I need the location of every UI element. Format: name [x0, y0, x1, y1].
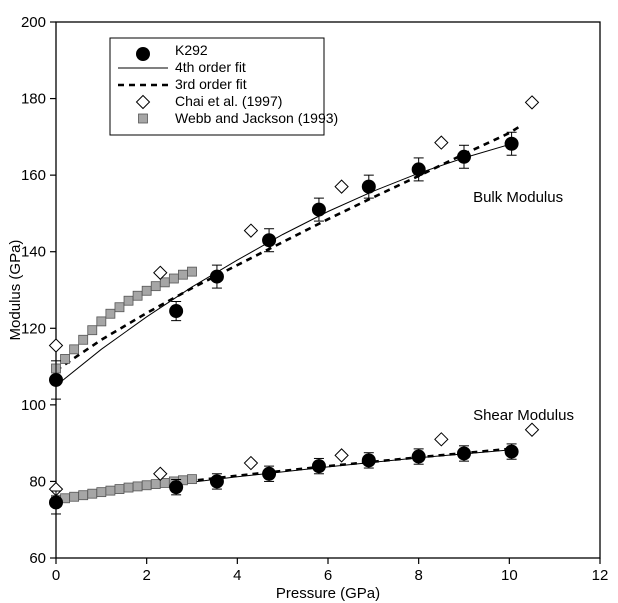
plot-area: 0 2 4 6 8 10 12 60 80 100 120 140 160 180 200 [21, 14, 608, 584]
chai-point [434, 135, 449, 150]
k292-point [411, 162, 426, 177]
legend-label-3rd-order-fit: 3rd order fit [175, 76, 247, 92]
webb-jackson-point [78, 490, 89, 501]
webb-jackson-point [87, 325, 98, 336]
chai-point [334, 448, 349, 463]
y-tick-label: 80 [29, 473, 46, 490]
legend-label-k292: K292 [175, 42, 208, 58]
y-tick-label: 60 [29, 550, 46, 567]
webb-jackson-point [150, 281, 161, 292]
webb-jackson-point [87, 488, 98, 499]
legend-label-4th-order-fit: 4th order fit [175, 59, 246, 75]
chai-point [48, 338, 64, 353]
x-axis-label: Pressure (GPa) [276, 585, 380, 602]
k292-point [504, 444, 519, 459]
x-tick-label: 2 [142, 567, 150, 584]
webb-jackson-point [60, 354, 70, 364]
webb-jackson-point [78, 334, 89, 345]
webb-jackson-point [159, 478, 170, 488]
legend: K292 4th order fit 3rd order fit Chai et… [109, 37, 338, 136]
y-tick-label: 140 [21, 244, 46, 261]
y-tick-label: 120 [21, 320, 46, 337]
y-tick-label: 180 [21, 91, 46, 108]
webb-jackson-point [141, 285, 152, 296]
webb-jackson-point [105, 485, 116, 496]
k292-point [311, 202, 326, 217]
chai-point [524, 422, 540, 437]
k292-point [49, 495, 63, 510]
k292-point [361, 453, 376, 468]
webb-jackson-point [187, 474, 197, 485]
x-tick-label: 12 [592, 567, 609, 584]
webb-jackson-point [123, 295, 134, 306]
k292-point [457, 446, 471, 461]
webb-jackson-point [178, 269, 188, 280]
chai-point [153, 466, 168, 481]
k292-point [457, 149, 471, 164]
webb-jackson-point [141, 480, 152, 491]
legend-label-webb-jackson: Webb and Jackson (1993) [175, 110, 338, 126]
axis-labels: Pressure (GPa) Modulus (GPa) [7, 240, 380, 602]
webb-jackson-point [187, 266, 197, 277]
k292-point [262, 466, 277, 481]
annotation-bulk-modulus: Bulk Modulus [473, 189, 563, 206]
webb-jackson-point [69, 344, 80, 355]
webb-jackson-point [159, 277, 170, 288]
annotation-shear-modulus: Shear Modulus [473, 407, 574, 424]
fit-3rd-order-line [55, 126, 520, 372]
webb-jackson-point [150, 479, 161, 490]
chai-point [243, 223, 259, 238]
webb-jackson-point [69, 491, 80, 502]
webb-jackson-point [168, 273, 179, 284]
chai-point [524, 95, 540, 110]
x-tick-label: 4 [233, 567, 241, 584]
k292-point [311, 459, 326, 474]
y-tick-label: 160 [21, 167, 46, 184]
x-tick-label: 6 [324, 567, 332, 584]
chai-point [434, 432, 449, 447]
webb-jackson-point [96, 316, 107, 327]
legend-symbol-chai [135, 94, 151, 110]
webb-jackson-point [105, 308, 116, 319]
webb-jackson-point [132, 481, 143, 492]
x-tick-label: 0 [52, 567, 60, 584]
chai-point [334, 179, 349, 194]
data-layer [48, 95, 540, 515]
k292-point [262, 233, 277, 248]
k292-point [49, 372, 63, 387]
legend-label-chai: Chai et al. (1997) [175, 93, 282, 109]
webb-jackson-point [96, 487, 107, 498]
k292-point [209, 474, 224, 489]
k292-point [361, 179, 376, 194]
y-tick-label: 100 [21, 397, 46, 414]
k292-point [209, 269, 224, 284]
x-tick-label: 8 [414, 567, 422, 584]
k292-point [169, 480, 184, 495]
webb-jackson-point [123, 482, 134, 493]
legend-symbol-k292 [136, 47, 150, 61]
k292-point [504, 136, 519, 151]
x-tick-label: 10 [501, 567, 518, 584]
y-tick-label: 200 [21, 14, 46, 31]
fit-4th-order-line [55, 144, 510, 387]
chai-point [243, 455, 259, 471]
annotation-layer: Bulk Modulus Shear Modulus [473, 189, 574, 424]
k292-point [411, 449, 426, 464]
y-axis-label: Modulus (GPa) [7, 240, 24, 341]
legend-symbol-webb-jackson [138, 113, 148, 124]
chai-point [153, 265, 168, 280]
webb-jackson-point [114, 302, 125, 313]
k292-point [169, 304, 184, 319]
webb-jackson-point [114, 484, 125, 494]
webb-jackson-point [132, 290, 143, 301]
